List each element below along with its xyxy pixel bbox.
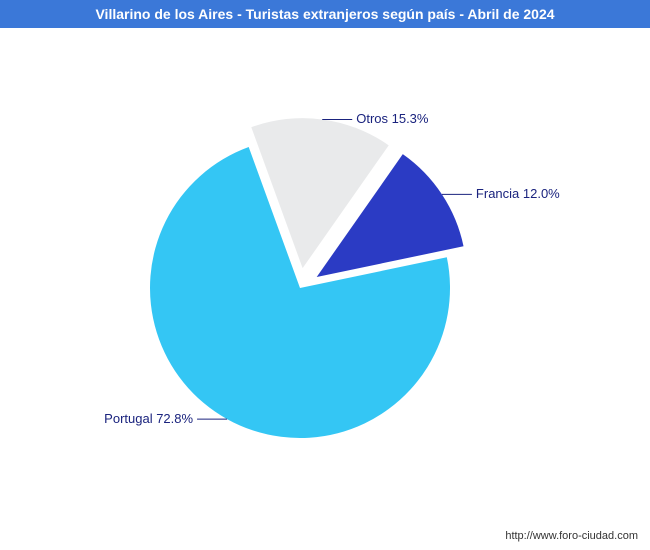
- chart-title-text: Villarino de los Aires - Turistas extran…: [95, 6, 554, 22]
- pie-chart-svg: [0, 28, 650, 528]
- chart-area: Otros 15.3% Francia 12.0% Portugal 72.8%: [0, 28, 650, 528]
- chart-title: Villarino de los Aires - Turistas extran…: [0, 0, 650, 28]
- footer-source-text: http://www.foro-ciudad.com: [505, 530, 638, 542]
- footer-source: http://www.foro-ciudad.com: [505, 530, 638, 542]
- slice-label-portugal: Portugal 72.8%: [104, 411, 193, 426]
- slice-label-francia: Francia 12.0%: [476, 186, 560, 201]
- slice-label-otros: Otros 15.3%: [356, 111, 428, 126]
